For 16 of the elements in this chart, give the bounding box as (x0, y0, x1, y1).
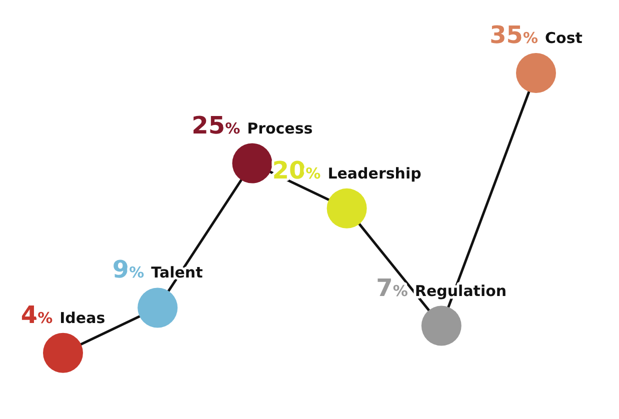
point (421, 306, 462, 346)
point (232, 143, 272, 184)
x-tick-label: Leadership (328, 164, 422, 182)
x-tick-label: Process (247, 119, 313, 138)
data-label: 25% (192, 111, 240, 140)
data-label: 4% (20, 300, 53, 329)
point (138, 288, 178, 328)
point (326, 188, 367, 228)
data-label: 7% (376, 274, 408, 302)
data-label: 9% (112, 256, 144, 284)
data-label: 35% (490, 21, 538, 49)
data-label: 20% (272, 156, 321, 184)
point (516, 53, 556, 93)
x-tick-label: Cost (545, 29, 582, 47)
point (43, 332, 83, 373)
x-tick-label: Ideas (60, 308, 106, 327)
